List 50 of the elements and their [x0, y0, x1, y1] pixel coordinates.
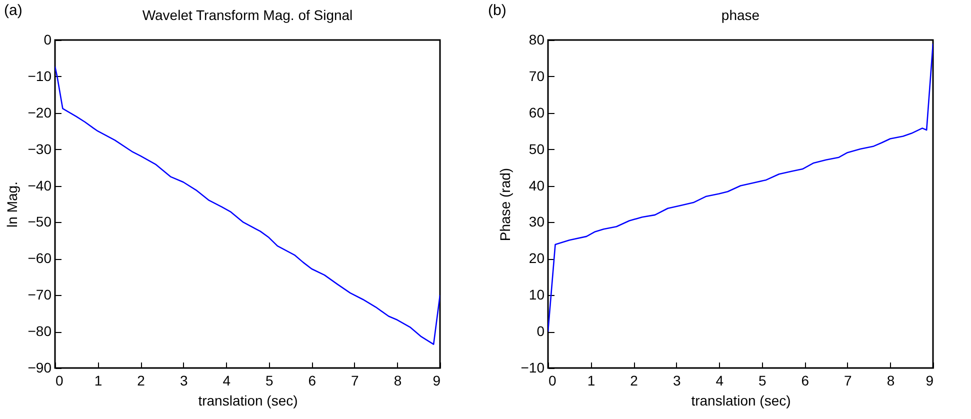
- y-tick-label: −10: [28, 68, 52, 84]
- x-tick-label: 3: [180, 372, 188, 388]
- line-series: [548, 42, 933, 332]
- x-tick-label: 4: [716, 372, 724, 388]
- y-tick-label: −50: [28, 214, 52, 230]
- chart-title: phase: [721, 7, 760, 23]
- y-tick-label: 70: [528, 68, 545, 84]
- y-tick-label: 20: [528, 250, 545, 266]
- x-tick-label: 0: [548, 372, 556, 388]
- text: (a): [4, 2, 22, 19]
- y-tick-label: 80: [528, 32, 545, 48]
- y-axis-title: ln Mag.: [4, 182, 20, 228]
- y-tick-label: −80: [28, 323, 52, 340]
- x-tick-label: 2: [137, 372, 146, 388]
- x-tick-label: 0: [56, 372, 64, 388]
- x-tick-label: 5: [758, 372, 766, 388]
- chart-title: Wavelet Transform Mag. of Signal: [142, 7, 353, 23]
- y-tick-label: 10: [528, 286, 545, 303]
- y-tick-label: −10: [520, 360, 545, 376]
- y-axis-title: Phase (rad): [496, 168, 513, 242]
- y-tick-label: 0: [536, 323, 545, 340]
- y-tick-label: −40: [28, 177, 52, 194]
- x-tick-label: 9: [432, 372, 441, 388]
- x-tick-label: 8: [886, 372, 895, 388]
- y-tick-label: −30: [28, 140, 52, 157]
- y-tick-label: −60: [28, 250, 52, 266]
- x-tick-label: 1: [94, 372, 102, 388]
- x-tick-label: 6: [308, 372, 316, 388]
- x-tick-label: 3: [672, 372, 681, 388]
- y-tick-label: 0: [44, 32, 52, 48]
- line-series: [55, 66, 440, 345]
- y-tick-label: −90: [28, 360, 52, 376]
- x-tick-label: 7: [351, 372, 360, 388]
- x-tick-label: 4: [222, 372, 231, 388]
- x-tick-label: 2: [630, 372, 638, 388]
- x-tick-label: 5: [265, 372, 274, 388]
- y-tick-label: −70: [28, 286, 52, 303]
- x-tick-label: 1: [587, 372, 596, 388]
- text: (b): [488, 2, 506, 19]
- x-axis-title: translation (sec): [691, 392, 791, 408]
- x-tick-label: 7: [844, 372, 852, 388]
- x-tick-label: 6: [801, 372, 810, 388]
- y-tick-label: 40: [528, 177, 545, 194]
- y-tick-label: −20: [28, 104, 52, 120]
- x-tick-label: 8: [394, 372, 402, 388]
- y-tick-label: 60: [528, 104, 545, 120]
- x-tick-label: 9: [926, 372, 934, 388]
- y-tick-label: 30: [528, 214, 545, 230]
- y-tick-label: 50: [528, 140, 545, 157]
- x-axis-title: translation (sec): [198, 392, 298, 408]
